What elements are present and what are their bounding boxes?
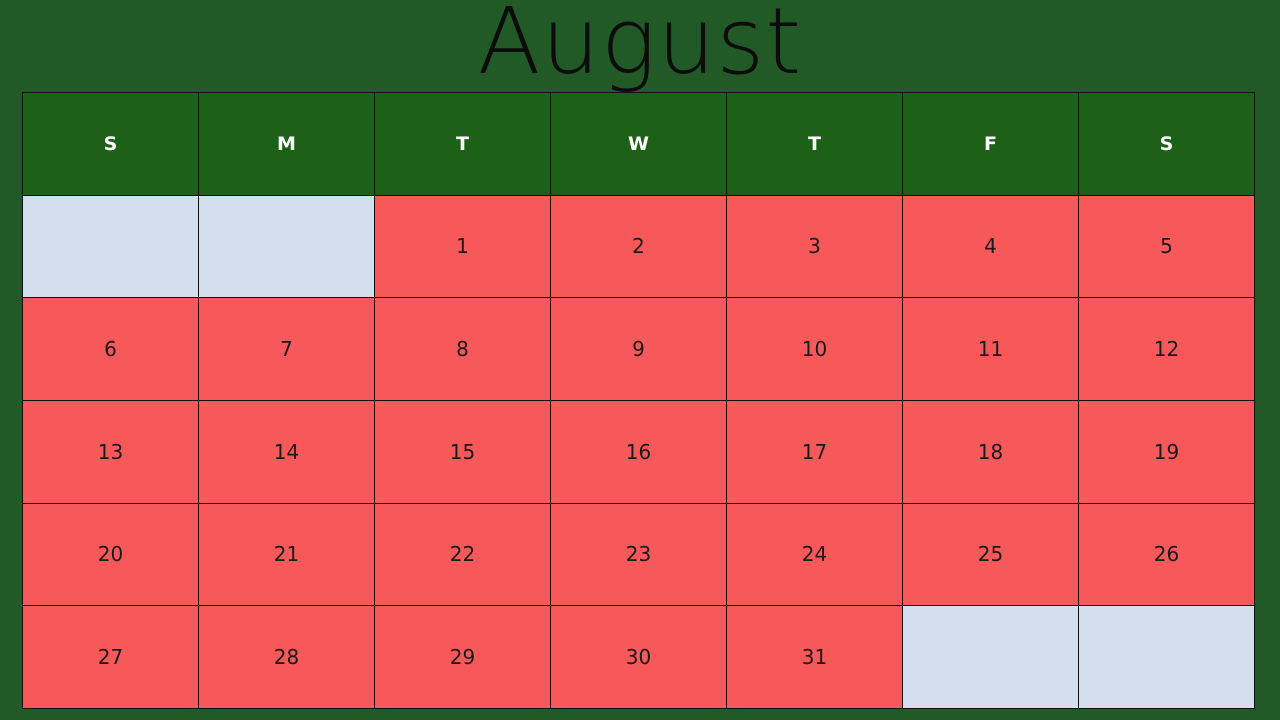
- day-cell[interactable]: 28: [199, 606, 375, 709]
- day-cell[interactable]: 17: [727, 400, 903, 504]
- day-cell[interactable]: 21: [199, 503, 375, 607]
- day-cell[interactable]: 4: [903, 195, 1079, 299]
- day-cell[interactable]: 6: [23, 298, 199, 401]
- weekday-header-tuesday: T: [375, 93, 551, 196]
- day-cell[interactable]: 3: [727, 195, 903, 299]
- day-cell[interactable]: 29: [375, 606, 551, 709]
- day-cell[interactable]: 5: [1079, 195, 1255, 299]
- empty-day-cell: [23, 195, 199, 299]
- day-cell[interactable]: 16: [551, 400, 727, 504]
- day-cell[interactable]: 10: [727, 298, 903, 401]
- day-cell[interactable]: 13: [23, 400, 199, 504]
- day-cell[interactable]: 12: [1079, 298, 1255, 401]
- weekday-header-wednesday: W: [551, 93, 727, 196]
- empty-day-cell: [1079, 606, 1255, 709]
- day-cell[interactable]: 23: [551, 503, 727, 607]
- day-cell[interactable]: 14: [199, 400, 375, 504]
- weekday-header-friday: F: [903, 93, 1079, 196]
- day-cell[interactable]: 11: [903, 298, 1079, 401]
- weekday-header-thursday: T: [727, 93, 903, 196]
- month-title: August: [477, 0, 803, 95]
- day-cell[interactable]: 24: [727, 503, 903, 607]
- day-cell[interactable]: 19: [1079, 400, 1255, 504]
- day-cell[interactable]: 18: [903, 400, 1079, 504]
- weekday-header-monday: M: [199, 93, 375, 196]
- weekday-header-saturday: S: [1079, 93, 1255, 196]
- day-cell[interactable]: 9: [551, 298, 727, 401]
- day-cell[interactable]: 1: [375, 195, 551, 299]
- day-cell[interactable]: 7: [199, 298, 375, 401]
- day-cell[interactable]: 25: [903, 503, 1079, 607]
- day-cell[interactable]: 2: [551, 195, 727, 299]
- day-cell[interactable]: 8: [375, 298, 551, 401]
- weekday-header-sunday: S: [23, 93, 199, 196]
- empty-day-cell: [903, 606, 1079, 709]
- day-cell[interactable]: 22: [375, 503, 551, 607]
- day-cell[interactable]: 26: [1079, 503, 1255, 607]
- day-cell[interactable]: 27: [23, 606, 199, 709]
- day-cell[interactable]: 20: [23, 503, 199, 607]
- day-cell[interactable]: 30: [551, 606, 727, 709]
- calendar-grid: S M T W T F S 1 2 3 4 5 6 7 8 9 10 11 12…: [22, 92, 1255, 709]
- empty-day-cell: [199, 195, 375, 299]
- day-cell[interactable]: 31: [727, 606, 903, 709]
- day-cell[interactable]: 15: [375, 400, 551, 504]
